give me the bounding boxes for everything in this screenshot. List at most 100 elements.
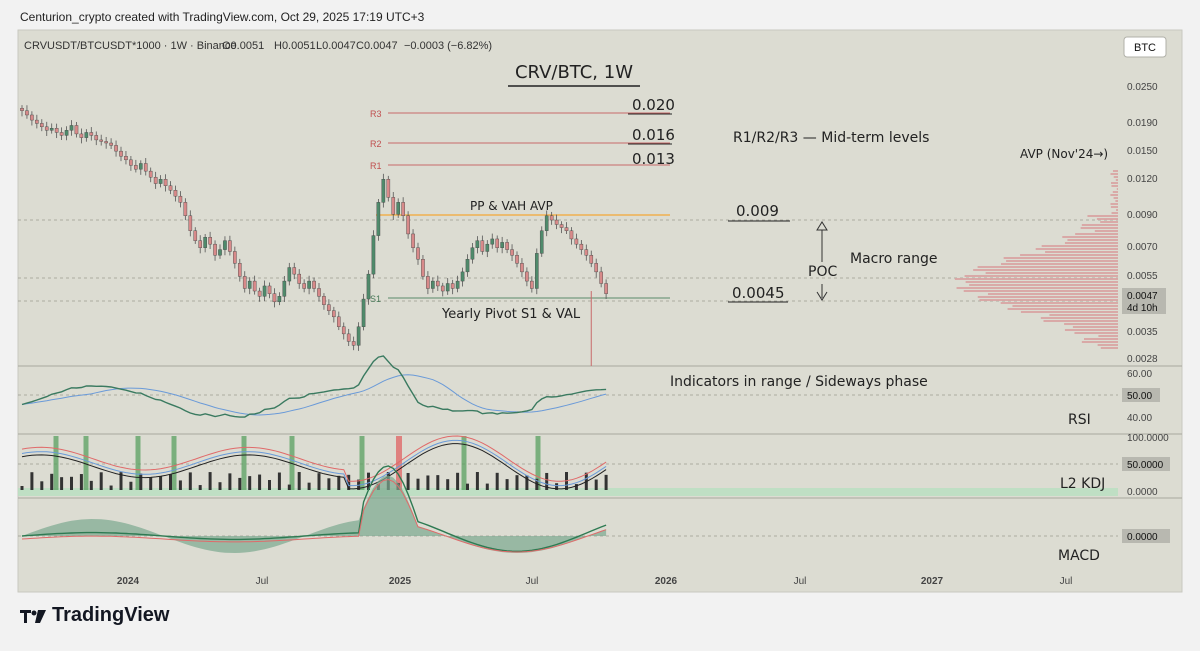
- candle-body: [25, 110, 29, 116]
- candle-body: [94, 135, 99, 141]
- time-axis: 2024 Jul 2025 Jul 2026 Jul 2027 Jul: [117, 576, 1073, 587]
- candle-body: [69, 125, 74, 131]
- volume-profile-bar: [1116, 209, 1118, 211]
- kdj-histogram-bar: [337, 475, 341, 490]
- rsi-tick: 60.00: [1127, 369, 1152, 380]
- kdj-histogram-bar: [238, 477, 242, 490]
- kdj-histogram-bar: [248, 476, 252, 490]
- kdj-signal-bar: [396, 436, 402, 490]
- candle-body: [30, 114, 34, 121]
- symbol-label: CRVUSDT/BTCUSDT*1000 · 1W · Binance: [24, 40, 237, 52]
- candle-body: [242, 276, 247, 289]
- candle-body: [267, 285, 272, 294]
- candle-body: [272, 293, 277, 303]
- kdj-badge: [1122, 457, 1170, 471]
- r2-value: 0.016: [632, 126, 675, 144]
- volume-profile-bar: [963, 290, 1118, 292]
- candle-body: [148, 170, 153, 178]
- candle-body: [183, 202, 188, 216]
- volume-profile-bar: [1003, 257, 1118, 259]
- candle-body: [188, 215, 193, 231]
- kdj-histogram-bar: [604, 474, 608, 490]
- candle-body: [337, 316, 341, 327]
- volume-profile-bar: [1098, 335, 1118, 337]
- candle-body: [376, 202, 381, 236]
- volume-profile-bar: [1110, 182, 1118, 184]
- candle-body: [198, 240, 203, 248]
- candle-body: [564, 227, 569, 231]
- y-tick: 0.0035: [1127, 327, 1158, 338]
- candle-body: [480, 240, 485, 252]
- candle-body: [40, 123, 44, 128]
- candle-body: [411, 233, 415, 248]
- candle-body: [237, 263, 242, 277]
- candle-body: [84, 132, 89, 138]
- x-tick: Jul: [1060, 576, 1073, 587]
- candle-body: [233, 251, 237, 264]
- kdj-tick: 100.0000: [1127, 433, 1169, 444]
- candle-body: [79, 133, 84, 138]
- volume-profile-bar: [977, 296, 1118, 298]
- candle-body: [168, 185, 173, 191]
- kdj-signal-bar: [535, 436, 541, 490]
- candle-body: [158, 179, 163, 184]
- kdj-label: L2 KDJ: [1060, 476, 1105, 492]
- rsi-tick: 40.00: [1127, 413, 1152, 424]
- volume-profile-bar: [1045, 251, 1118, 253]
- kdj-histogram-bar: [178, 480, 182, 490]
- candle-body: [312, 280, 316, 289]
- ohlc-close: C0.0047: [356, 40, 398, 52]
- candle-body: [401, 202, 405, 216]
- candle-body: [495, 238, 500, 248]
- candle-body: [371, 235, 376, 275]
- volume-profile-bar: [1006, 260, 1118, 262]
- candle-body: [257, 290, 262, 297]
- volume-profile-bar: [1112, 170, 1118, 172]
- candle-body: [351, 341, 356, 346]
- r-levels-note: R1/R2/R3 — Mid-term levels: [733, 130, 929, 146]
- volume-profile-bar: [1074, 332, 1118, 334]
- tradingview-logo[interactable]: TradingView: [20, 604, 169, 627]
- volume-profile-bar: [1113, 197, 1118, 199]
- ohlc-high: H0.0051: [274, 40, 316, 52]
- candle-body: [119, 150, 123, 157]
- candle-body: [426, 276, 430, 289]
- macd-pane: [21, 465, 607, 553]
- volume-profile-bar: [1049, 314, 1118, 316]
- candle-body: [539, 230, 544, 254]
- currency-button[interactable]: BTC: [1123, 36, 1167, 58]
- kdj-histogram-bar: [525, 475, 529, 490]
- volume-profile-bar: [979, 299, 1118, 301]
- tradingview-logo-icon: [20, 609, 46, 623]
- candle-body: [317, 288, 321, 297]
- macd-line: [21, 465, 607, 553]
- volume-profile-bar: [1000, 302, 1118, 304]
- candle-body: [346, 333, 351, 342]
- candle-body: [361, 298, 366, 327]
- volume-profile-bar: [1094, 230, 1118, 232]
- volume-profile-bar: [987, 293, 1118, 295]
- volume-profile-bar: [1064, 329, 1118, 331]
- candle-body: [500, 242, 504, 248]
- volume-profile-bar: [1080, 227, 1118, 229]
- candle-body: [228, 240, 232, 252]
- volume-profile-bar: [1067, 239, 1118, 241]
- candle-body: [599, 271, 603, 284]
- candle-body: [282, 280, 287, 297]
- macd-label: MACD: [1058, 548, 1100, 564]
- candle-body: [505, 242, 509, 250]
- volume-profile-bar: [1062, 236, 1118, 238]
- kdj-histogram-bar: [416, 478, 420, 490]
- s1-label: S1: [370, 294, 381, 304]
- kdj-k-line: [21, 435, 607, 482]
- annotations: CRV/BTC, 1W 0.020 0.016 0.013 R1/R2/R3 —…: [441, 62, 1108, 564]
- volume-profile-bar: [1110, 206, 1118, 208]
- r3-label: R3: [370, 109, 382, 119]
- volume-profile-bar: [1043, 320, 1118, 322]
- kdj-histogram-bar: [466, 483, 469, 490]
- candle-body: [277, 296, 282, 303]
- volume-profile-bar: [1115, 200, 1118, 202]
- kdj-histogram-bar: [475, 472, 479, 490]
- kdj-tick: 0.0000: [1127, 487, 1158, 498]
